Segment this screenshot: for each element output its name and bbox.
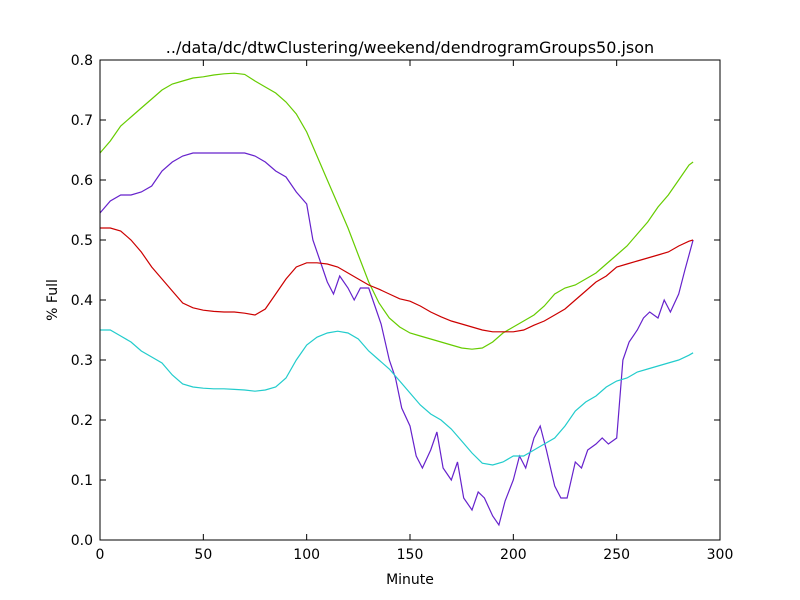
y-tick-label: 0.3 xyxy=(71,353,93,369)
x-tick-label: 250 xyxy=(603,547,630,563)
series-line-2 xyxy=(99,152,694,527)
chart-title: ../data/dc/dtwClustering/weekend/dendrog… xyxy=(166,38,654,57)
y-axis-label: % Full xyxy=(45,279,61,321)
y-tick-label: 0.2 xyxy=(71,413,93,429)
x-tick-label: 0 xyxy=(96,547,105,563)
x-tick-label: 150 xyxy=(397,547,424,563)
y-tick-label: 0.8 xyxy=(71,53,93,69)
y-tick-label: 0.1 xyxy=(71,473,93,489)
x-axis-label: Minute xyxy=(386,572,434,588)
y-tick-label: 0.5 xyxy=(71,233,93,249)
y-tick-label: 0.6 xyxy=(71,173,93,189)
series-layer xyxy=(99,72,694,527)
y-tick-label: 0.0 xyxy=(71,533,93,549)
series-line-3 xyxy=(100,227,694,333)
x-tick-label: 200 xyxy=(500,547,527,563)
series-line-1 xyxy=(99,72,694,350)
y-tick-label: 0.4 xyxy=(71,293,93,309)
x-tick-label: 50 xyxy=(194,547,212,563)
y-axis: 0.0 0.1 0.2 0.3 0.4 0.5 0.6 0.7 0.8 xyxy=(71,53,720,549)
x-axis: 0 50 100 150 200 250 300 xyxy=(96,60,734,563)
plot-frame xyxy=(99,59,721,541)
series-line-4 xyxy=(100,329,694,466)
x-tick-label: 100 xyxy=(293,547,320,563)
y-tick-label: 0.7 xyxy=(71,113,93,129)
x-tick-label: 300 xyxy=(707,547,734,563)
